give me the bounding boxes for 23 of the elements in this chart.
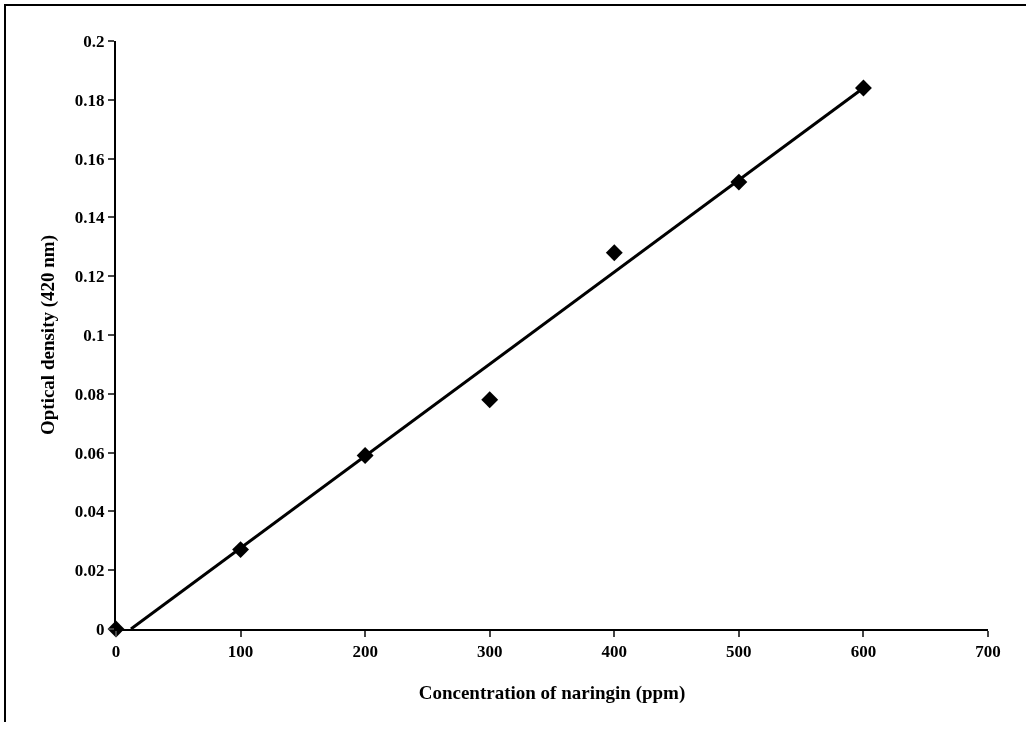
x-axis-title: Concentration of naringin (ppm) — [418, 681, 686, 704]
x-tick-label: 0 — [111, 642, 121, 662]
x-tick-label: 700 — [975, 642, 1001, 662]
y-tick-label: 0 — [96, 619, 105, 639]
y-tick-label: 0.18 — [74, 90, 105, 110]
y-tick-label: 0.16 — [74, 149, 105, 169]
x-tick-label: 200 — [352, 642, 378, 662]
x-tick-label: 100 — [227, 642, 254, 662]
y-tick-label: 0.08 — [74, 384, 105, 404]
x-tick-label: 500 — [726, 642, 752, 662]
point — [481, 391, 499, 409]
y-tick-label: 0.02 — [74, 561, 105, 581]
x-tick-label: 300 — [476, 642, 503, 662]
x-tick-label: 400 — [601, 642, 628, 662]
x-tick-label: 600 — [850, 642, 877, 662]
y-tick-label: 0.06 — [74, 443, 105, 463]
point — [605, 244, 623, 262]
y-tick-label: 0.1 — [83, 325, 105, 345]
y-tick-label: 0.04 — [74, 502, 106, 522]
y-tick-label: 0.12 — [74, 267, 105, 287]
y-tick-label: 0.14 — [74, 208, 106, 228]
y-axis-title: Optical density (420 nm) — [37, 234, 60, 436]
y-tick-label: 0.2 — [83, 31, 105, 51]
